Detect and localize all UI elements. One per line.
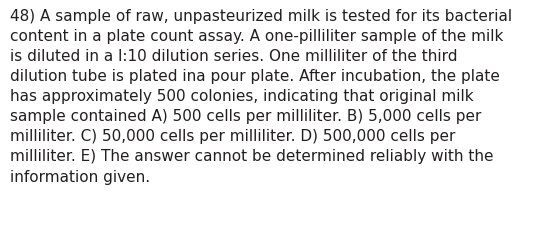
Text: 48) A sample of raw, unpasteurized milk is tested for its bacterial
content in a: 48) A sample of raw, unpasteurized milk … <box>10 9 512 184</box>
